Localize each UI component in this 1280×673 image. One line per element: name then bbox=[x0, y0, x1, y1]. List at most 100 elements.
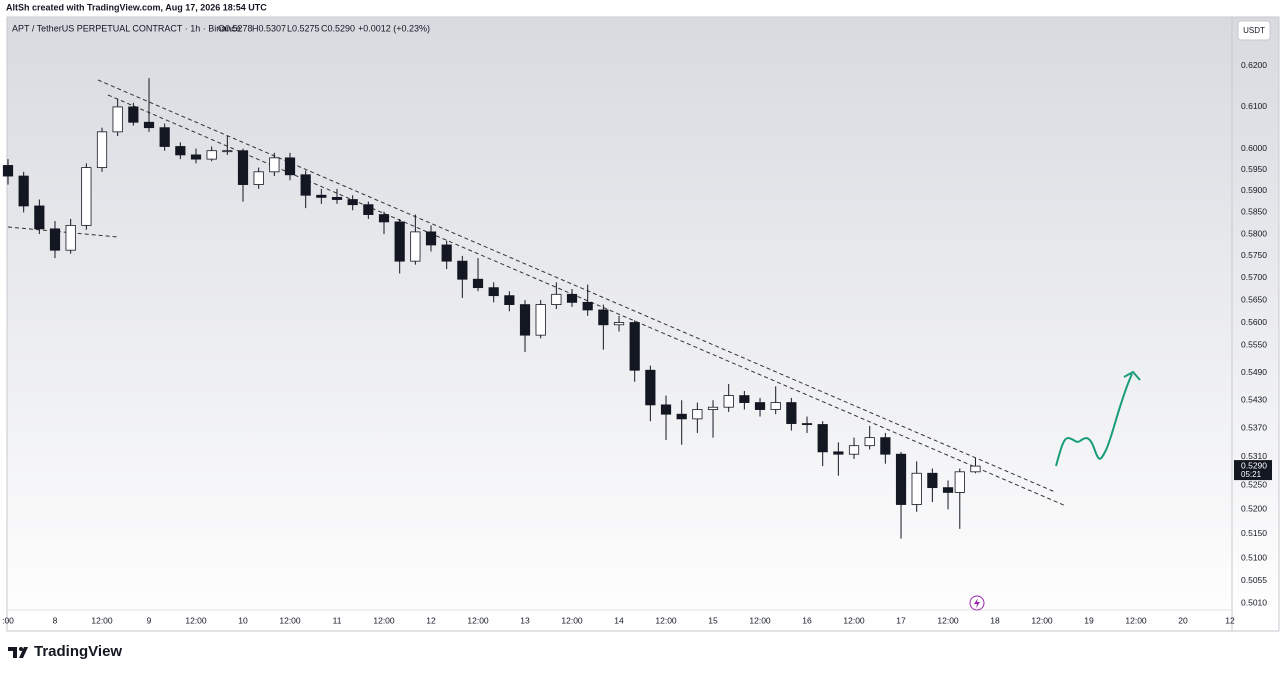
x-tick-label: 17 bbox=[896, 615, 906, 625]
x-tick-label: :00 bbox=[2, 615, 14, 625]
y-tick-label: 0.6100 bbox=[1241, 101, 1267, 111]
y-tick-label: 0.5650 bbox=[1241, 294, 1267, 304]
candle-body bbox=[786, 402, 797, 424]
currency-button[interactable] bbox=[1237, 20, 1271, 41]
legend-close: C0.5290 bbox=[321, 23, 355, 33]
x-tick-label: 12:00 bbox=[561, 615, 583, 625]
x-tick-label: 12:00 bbox=[467, 615, 489, 625]
candle-body bbox=[739, 395, 750, 403]
candle-body bbox=[582, 301, 593, 311]
candle-body bbox=[754, 402, 766, 410]
candle-body bbox=[660, 404, 672, 415]
y-tick-label: 0.6000 bbox=[1241, 143, 1267, 153]
legend-high: H0.5307 bbox=[252, 23, 286, 33]
y-tick-label: 0.5370 bbox=[1241, 423, 1267, 433]
y-tick-label: 0.5100 bbox=[1241, 553, 1267, 563]
candle-body bbox=[237, 150, 249, 185]
candle-body bbox=[2, 165, 14, 177]
candle-body bbox=[190, 154, 202, 160]
candle-body bbox=[300, 174, 311, 196]
candle-body bbox=[566, 293, 578, 303]
x-tick-label: 12:00 bbox=[749, 615, 771, 625]
x-tick-label: 12:00 bbox=[185, 615, 207, 625]
projection-arrow bbox=[1055, 373, 1133, 467]
candle-body bbox=[34, 205, 45, 230]
candle-body bbox=[112, 106, 123, 133]
candle-body bbox=[410, 231, 421, 262]
arrow-head bbox=[1123, 370, 1141, 381]
brand-logo bbox=[8, 647, 28, 658]
credit: AltSh created with TradingView.com, Aug … bbox=[6, 2, 267, 12]
y-tick-label: 0.6200 bbox=[1241, 60, 1267, 70]
candle-body bbox=[128, 106, 139, 123]
candle-body bbox=[331, 196, 343, 200]
countdown: 05:21 bbox=[1241, 470, 1262, 479]
candle-body bbox=[895, 453, 907, 505]
candle-body bbox=[206, 150, 217, 160]
x-tick-label: 18 bbox=[990, 615, 1000, 625]
y-tick-label: 0.5010 bbox=[1241, 597, 1267, 607]
candle-body bbox=[770, 402, 781, 410]
candle-body bbox=[394, 221, 405, 262]
candle-body bbox=[880, 437, 891, 455]
x-tick-label: 10 bbox=[238, 615, 248, 625]
candle-body bbox=[519, 304, 531, 336]
candle-body bbox=[801, 423, 813, 425]
x-tick-label: 12:00 bbox=[1031, 615, 1053, 625]
logo-mark bbox=[8, 647, 28, 658]
logo-dot bbox=[19, 647, 23, 651]
candle-body bbox=[676, 413, 687, 420]
legend-change: +0.0012 (+0.23%) bbox=[358, 23, 430, 33]
symbol: APT / TetherUS PERPETUAL CONTRACT · 1h ·… bbox=[12, 23, 241, 33]
candle-body bbox=[942, 487, 954, 493]
y-tick-label: 0.5800 bbox=[1241, 228, 1267, 238]
y-tick-label: 0.5700 bbox=[1241, 272, 1267, 282]
brand: TradingView bbox=[34, 643, 122, 660]
candle-body bbox=[65, 224, 76, 251]
candle-body bbox=[911, 472, 922, 505]
x-tick-label: 12:00 bbox=[373, 615, 395, 625]
candle-body bbox=[347, 199, 358, 206]
x-tick-label: 16 bbox=[802, 615, 812, 625]
candle-body bbox=[81, 167, 92, 226]
candle-body bbox=[833, 451, 844, 455]
x-tick-label: 11 bbox=[333, 615, 342, 625]
y-tick-label: 0.5900 bbox=[1241, 185, 1267, 195]
candle-body bbox=[96, 131, 108, 168]
y-tick-label: 0.5550 bbox=[1241, 339, 1267, 349]
legend-low: L0.5275 bbox=[287, 23, 320, 33]
candle-body bbox=[629, 322, 640, 371]
candle-body bbox=[970, 465, 981, 473]
candle-body bbox=[848, 445, 860, 455]
y-tick-label: 0.5600 bbox=[1241, 317, 1267, 327]
x-tick-label: 15 bbox=[708, 615, 718, 625]
candle-body bbox=[864, 437, 875, 447]
x-tick-label: 12:00 bbox=[279, 615, 301, 625]
candle-body bbox=[472, 278, 484, 289]
currency-label[interactable]: USDT bbox=[1243, 26, 1265, 35]
candle-body bbox=[457, 260, 468, 280]
candle-body bbox=[692, 409, 703, 420]
y-tick-label: 0.5250 bbox=[1241, 479, 1267, 489]
last-price-badge bbox=[1234, 460, 1272, 481]
y-tick-label: 0.5850 bbox=[1241, 207, 1267, 217]
candle-body bbox=[488, 287, 499, 297]
candle-body bbox=[316, 194, 327, 198]
candle-body bbox=[598, 309, 609, 326]
x-tick-label: 12 bbox=[426, 615, 436, 625]
trendline bbox=[97, 79, 1056, 493]
support-line bbox=[7, 226, 119, 238]
legend-open: O0.5278 bbox=[218, 23, 253, 33]
candle-body bbox=[253, 171, 264, 185]
candle-body bbox=[645, 369, 656, 406]
drawings bbox=[7, 79, 1141, 507]
y-tick-label: 0.5200 bbox=[1241, 504, 1267, 514]
x-tick-label: 14 bbox=[614, 615, 624, 625]
trendline bbox=[107, 94, 1067, 507]
y-tick-label: 0.5055 bbox=[1241, 575, 1267, 585]
candle-body bbox=[707, 406, 719, 410]
y-tick-label: 0.5310 bbox=[1241, 451, 1267, 461]
candle-body bbox=[378, 214, 390, 223]
x-tick-label: 9 bbox=[147, 615, 152, 625]
